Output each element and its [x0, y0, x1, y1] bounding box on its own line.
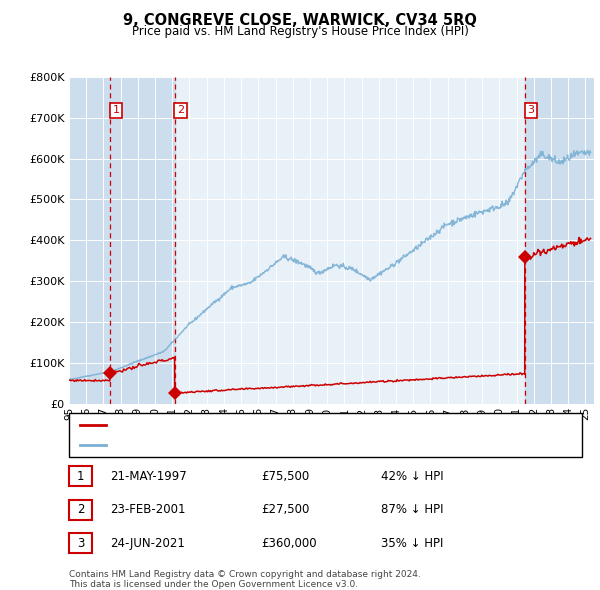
Text: Contains HM Land Registry data © Crown copyright and database right 2024.
This d: Contains HM Land Registry data © Crown c… [69, 570, 421, 589]
Text: £360,000: £360,000 [261, 537, 317, 550]
Text: HPI: Average price, detached house, Warwick: HPI: Average price, detached house, Warw… [112, 440, 349, 450]
Text: 23-FEB-2001: 23-FEB-2001 [110, 503, 185, 516]
Text: £27,500: £27,500 [261, 503, 310, 516]
Text: 42% ↓ HPI: 42% ↓ HPI [381, 470, 443, 483]
Text: 1: 1 [113, 106, 119, 116]
Text: 24-JUN-2021: 24-JUN-2021 [110, 537, 185, 550]
Text: 1: 1 [77, 470, 84, 483]
Text: 9, CONGREVE CLOSE, WARWICK, CV34 5RQ: 9, CONGREVE CLOSE, WARWICK, CV34 5RQ [123, 13, 477, 28]
Text: 2: 2 [177, 106, 184, 116]
Text: 3: 3 [77, 537, 84, 550]
Text: 87% ↓ HPI: 87% ↓ HPI [381, 503, 443, 516]
Text: 9, CONGREVE CLOSE, WARWICK, CV34 5RQ (detached house): 9, CONGREVE CLOSE, WARWICK, CV34 5RQ (de… [112, 421, 434, 430]
Text: 21-MAY-1997: 21-MAY-1997 [110, 470, 187, 483]
Text: 2: 2 [77, 503, 84, 516]
Bar [69, 77, 110, 404]
Text: 35% ↓ HPI: 35% ↓ HPI [381, 537, 443, 550]
Bar [525, 77, 594, 404]
Text: Price paid vs. HM Land Registry's House Price Index (HPI): Price paid vs. HM Land Registry's House … [131, 25, 469, 38]
Text: 3: 3 [527, 106, 535, 116]
Bar [110, 77, 175, 404]
Text: £75,500: £75,500 [261, 470, 309, 483]
